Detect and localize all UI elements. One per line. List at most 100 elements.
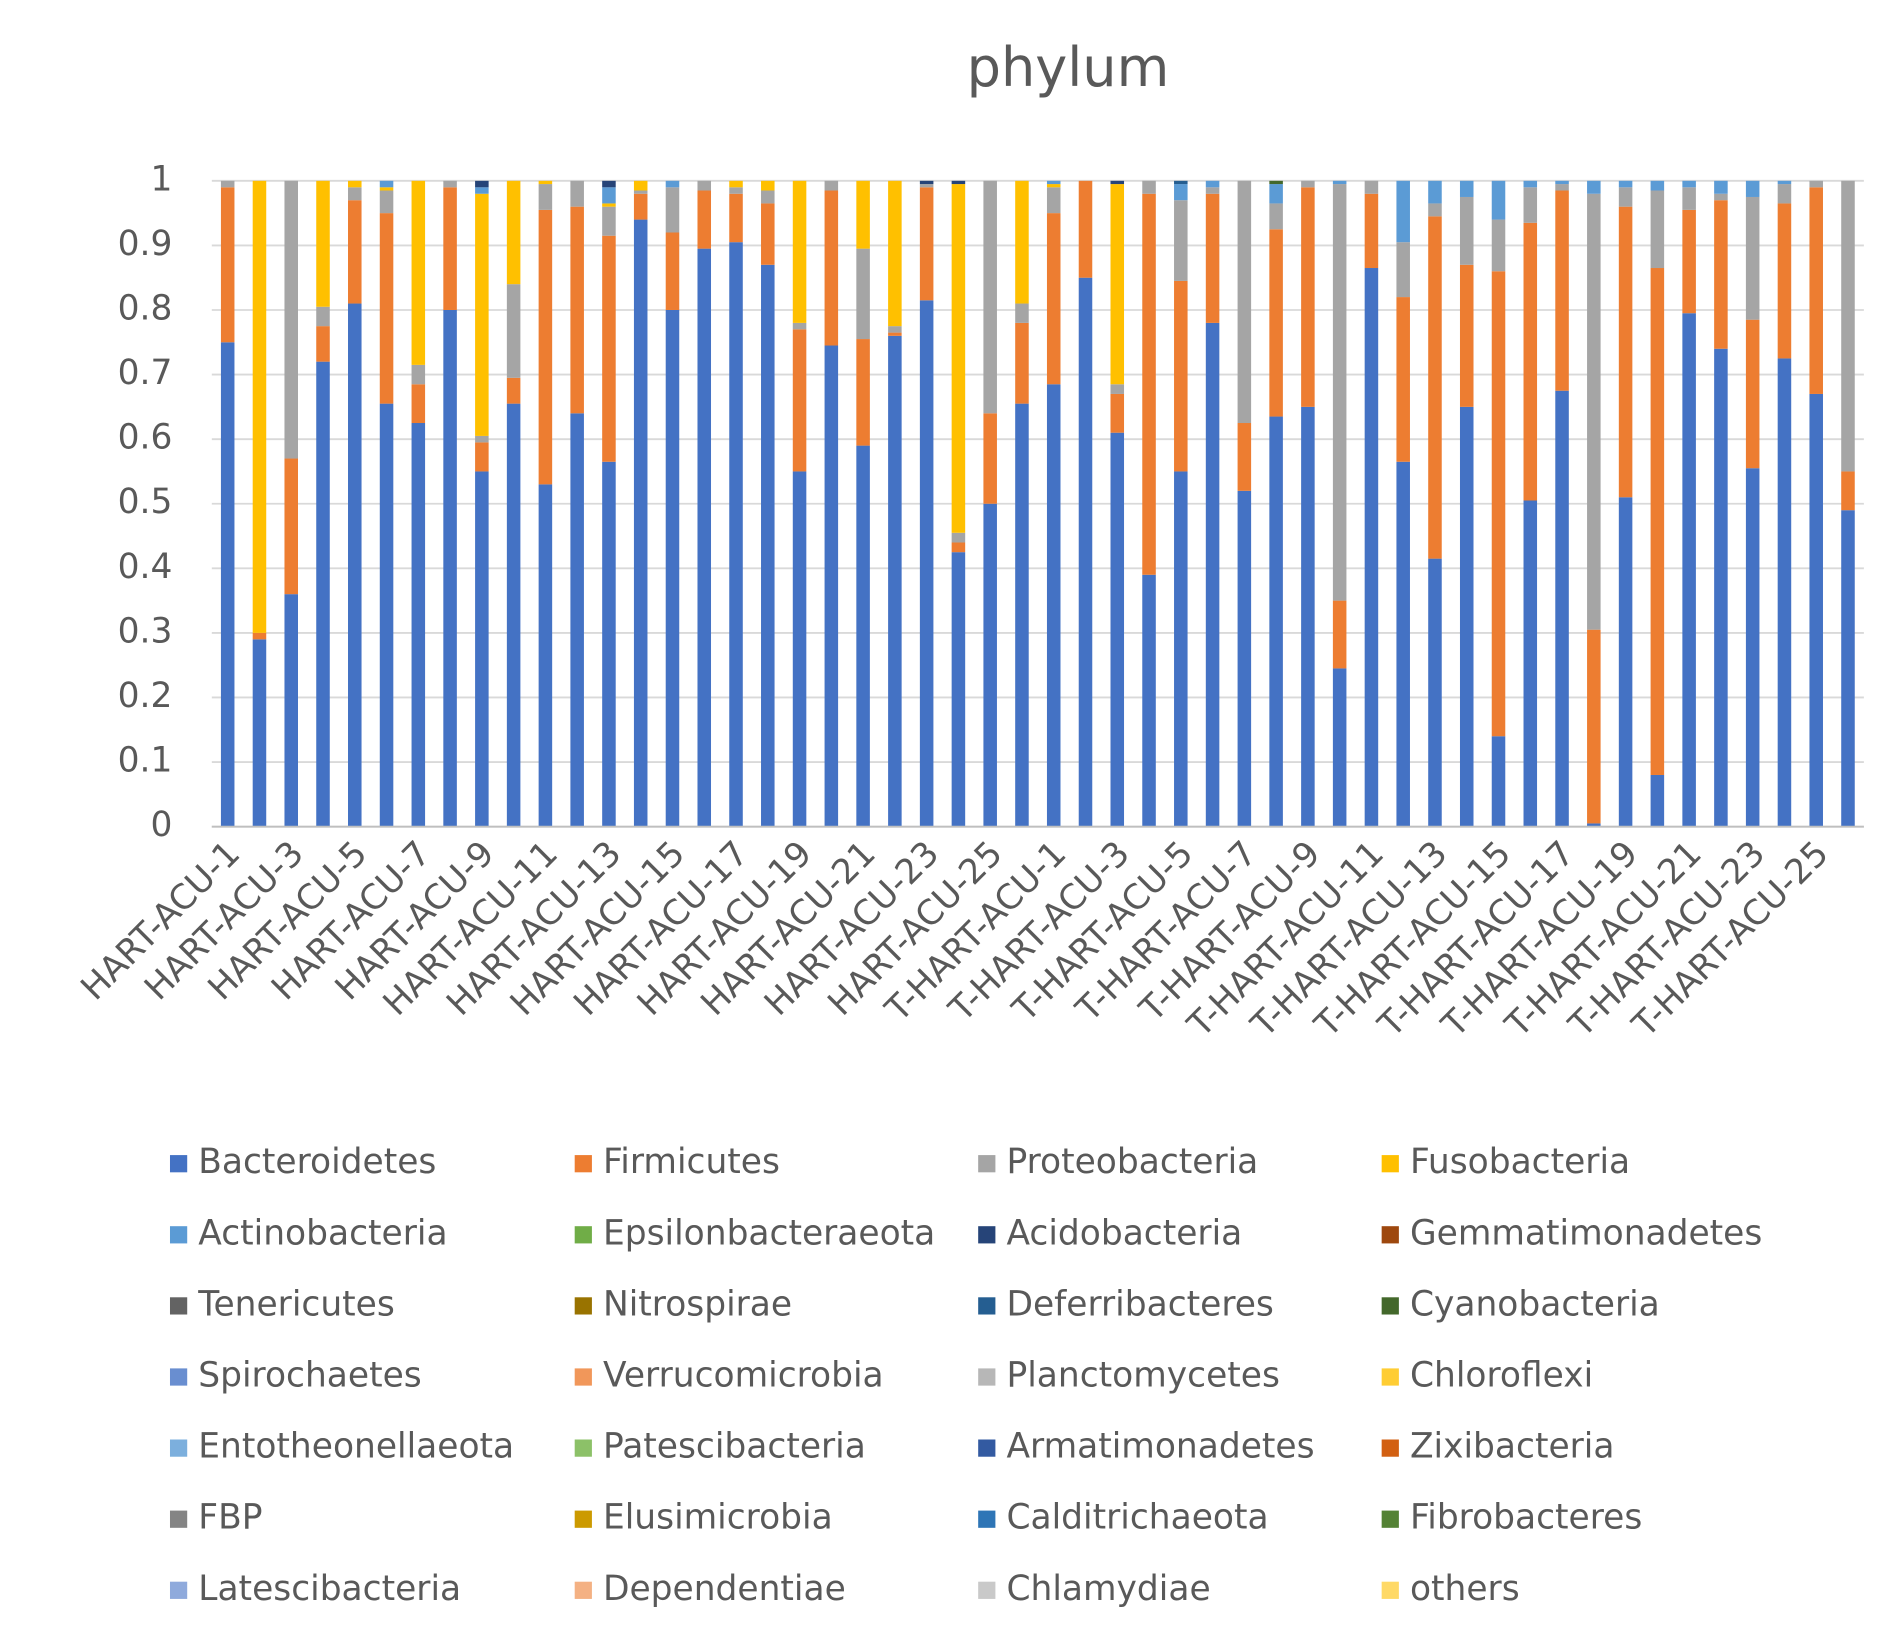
legend-label: Gemmatimonadetes <box>1410 1213 1762 1253</box>
bar-segment <box>951 552 966 827</box>
bar-segment <box>792 329 807 472</box>
bar-segment <box>1142 193 1156 575</box>
y-tick-label: 0.3 <box>118 611 173 651</box>
bar-segment <box>348 180 362 188</box>
legend-swatch <box>574 1155 592 1173</box>
bar-segment <box>1332 184 1347 601</box>
bar-segment <box>1459 264 1474 407</box>
bar-segment <box>1110 384 1125 394</box>
bar-segment <box>1491 736 1506 827</box>
legend-label: Proteobacteria <box>1006 1142 1258 1182</box>
y-tick-label: 1 <box>151 159 173 199</box>
legend-label: Nitrospirae <box>603 1284 792 1324</box>
bar-segment <box>761 180 775 191</box>
bar-segment <box>1459 180 1474 197</box>
bar-segment <box>220 187 235 343</box>
bar-segment <box>1110 432 1125 827</box>
bar-segment <box>475 471 489 827</box>
legend-swatch <box>169 1226 188 1244</box>
bar-segment <box>475 180 489 188</box>
chart-title: phylum <box>967 36 1170 99</box>
bar-segment <box>665 232 680 310</box>
bar-segment <box>792 180 807 323</box>
bar-segment <box>1396 242 1410 298</box>
bar-segment <box>729 180 743 188</box>
bar-segment <box>1587 180 1601 194</box>
bar-segment <box>475 435 489 443</box>
bar-segment <box>824 345 839 827</box>
bar-segment <box>316 306 330 327</box>
bar-segment <box>1745 196 1760 320</box>
bar-segment <box>538 180 553 185</box>
bar-segment <box>761 203 775 265</box>
bar-segment <box>1205 187 1220 194</box>
bar-segment <box>570 413 584 827</box>
bar-segment <box>665 309 680 827</box>
legend-label: Armatimonadetes <box>1006 1427 1314 1467</box>
bar-segment <box>475 187 489 194</box>
legend-swatch <box>169 1439 188 1457</box>
legend-swatch <box>574 1581 592 1599</box>
bar-segment <box>1269 229 1283 417</box>
bar-segment <box>1237 180 1252 424</box>
bar-segment <box>252 180 267 633</box>
legend-swatch <box>169 1155 188 1173</box>
bar-segment <box>856 248 870 340</box>
bar-segment <box>1396 461 1410 827</box>
bar-segment <box>1110 184 1125 385</box>
legend-label: Actinobacteria <box>198 1213 447 1253</box>
bar-segment <box>697 190 712 249</box>
y-tick-label: 0.9 <box>118 224 173 264</box>
bar-segment <box>443 187 457 310</box>
bar-segment <box>1745 319 1760 469</box>
legend-swatch <box>978 1297 996 1315</box>
bar-segment <box>983 180 997 414</box>
bar-segment <box>1364 268 1379 827</box>
bar-segment <box>792 322 807 330</box>
bar-segment <box>1809 187 1823 394</box>
legend-swatch <box>978 1510 996 1528</box>
bar-segment <box>602 180 616 188</box>
bar-segment <box>1491 219 1506 272</box>
legend-label: Bacteroidetes <box>198 1142 436 1182</box>
bar-segment <box>824 190 839 346</box>
bar-segment <box>761 264 775 827</box>
bar-segment <box>252 639 267 827</box>
bar-segment <box>1078 180 1093 278</box>
bar-segment <box>1174 200 1188 281</box>
bar-segment <box>538 484 553 827</box>
legend-label: Tenericutes <box>197 1284 395 1324</box>
bar-segment <box>570 180 584 207</box>
legend-swatch <box>1381 1581 1399 1599</box>
bar-segment <box>888 326 902 333</box>
bar-segment <box>1777 180 1792 185</box>
bar-segment <box>1618 497 1633 827</box>
legend-label: Cyanobacteria <box>1410 1284 1660 1324</box>
bar-segment <box>1332 180 1347 185</box>
legend-swatch <box>574 1368 592 1386</box>
bar-segment <box>1428 216 1442 559</box>
legend-label: Deferribacteres <box>1006 1284 1273 1324</box>
bar-segment <box>919 180 934 185</box>
legend-label: Acidobacteria <box>1006 1213 1242 1253</box>
legend-label: Latescibacteria <box>198 1569 461 1609</box>
legend-swatch <box>574 1226 592 1244</box>
legend-swatch <box>978 1368 996 1386</box>
bar-segment <box>602 203 616 207</box>
bar-segment <box>1714 200 1728 349</box>
legend-label: Fusobacteria <box>1410 1142 1630 1182</box>
legend-label: Entotheonellaeota <box>198 1427 514 1467</box>
legend-swatch <box>574 1297 592 1315</box>
legend-label: Verrucomicrobia <box>603 1356 884 1396</box>
bar-segment <box>1555 184 1569 191</box>
bar-segment <box>1587 823 1601 827</box>
bar-segment <box>1269 203 1283 230</box>
y-tick-label: 0.2 <box>118 676 173 716</box>
bar-segment <box>1205 193 1220 323</box>
bar-segment <box>1364 180 1379 194</box>
bar-segment <box>1015 303 1029 323</box>
bar-segment <box>220 180 235 188</box>
bar-segment <box>729 242 743 827</box>
bar-segment <box>1301 180 1315 188</box>
bar-segment <box>602 461 616 827</box>
